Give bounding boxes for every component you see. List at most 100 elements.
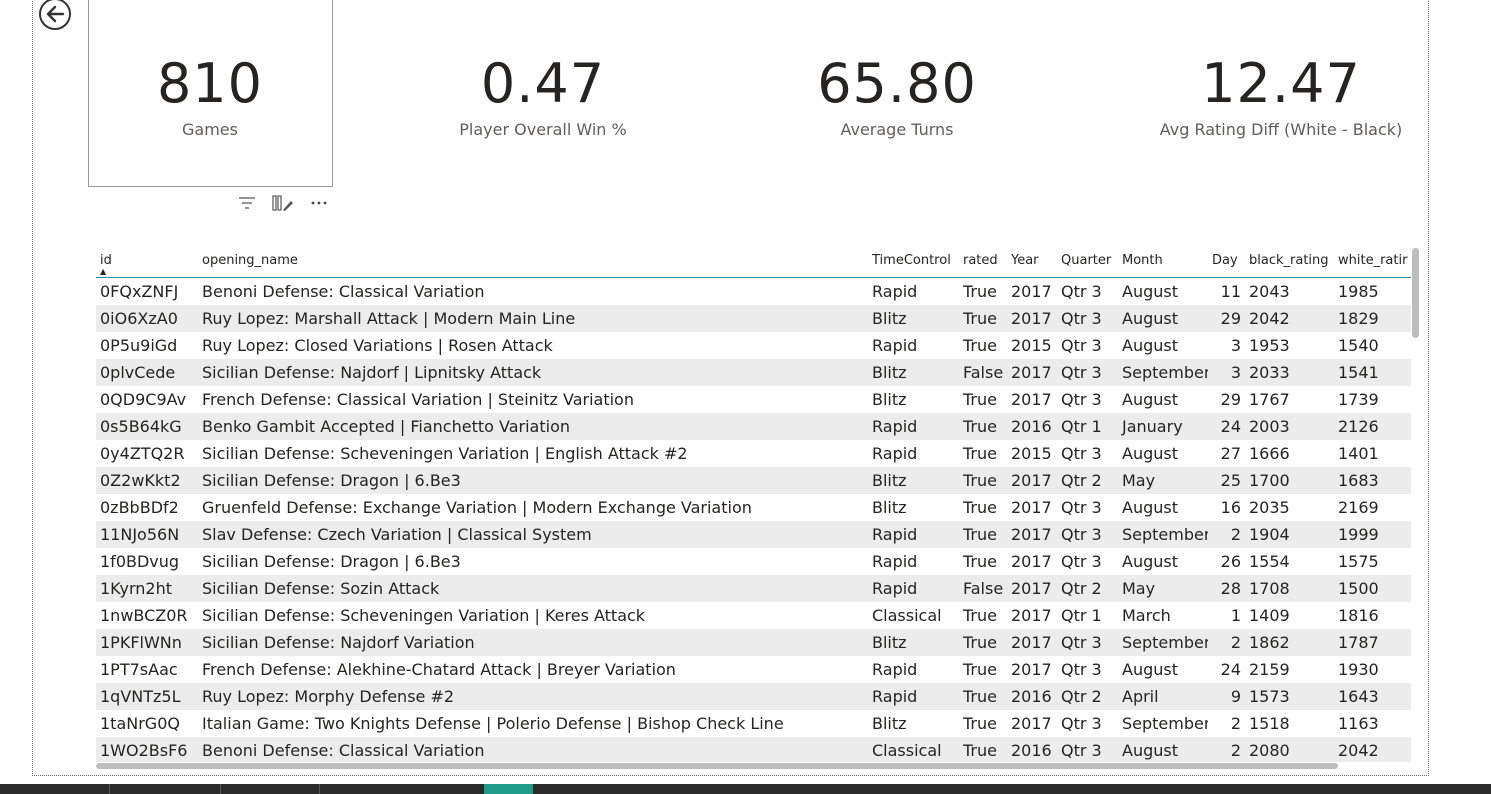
- back-arrow-icon: [39, 0, 71, 30]
- table-cell: September: [1122, 714, 1208, 733]
- table-cell: 2043: [1249, 282, 1290, 301]
- column-header-id[interactable]: id ▲: [96, 244, 198, 278]
- table-cell: August: [1118, 737, 1208, 762]
- taskbar-segment[interactable]: [110, 784, 221, 794]
- table-cell: 2169: [1338, 498, 1379, 517]
- table-cell: True: [959, 467, 1007, 494]
- back-button[interactable]: [39, 0, 71, 30]
- column-header-white-rating[interactable]: white_ratir: [1334, 244, 1411, 278]
- filter-button[interactable]: [236, 192, 258, 214]
- kpi-card-avg-turns: 65.80 Average Turns: [777, 52, 1017, 140]
- table-row[interactable]: 1nwBCZ0R Sicilian Defense: Scheveningen V…: [96, 602, 1411, 629]
- table-cell: Benoni Defense: Classical Variation: [202, 282, 485, 301]
- table-row[interactable]: 0P5u9iGd Ruy Lopez: Closed Variations | R…: [96, 332, 1411, 359]
- table-cell: 0Z2wKkt2: [96, 467, 198, 494]
- table-cell: 2016: [1007, 737, 1057, 762]
- taskbar-active-page[interactable]: [484, 784, 533, 794]
- table-cell: 1taNrG0Q: [100, 714, 180, 733]
- table-cell: Sicilian Defense: Dragon | 6.Be3: [198, 467, 868, 494]
- column-header-timecontrol[interactable]: TimeControl: [868, 244, 959, 278]
- table-cell: 2033: [1245, 359, 1334, 386]
- table-cell: True: [963, 282, 997, 301]
- table-cell: 1409: [1249, 606, 1290, 625]
- table-row[interactable]: 0iO6XzA0 Ruy Lopez: Marshall Attack | Mod…: [96, 305, 1411, 332]
- column-header-opening-name[interactable]: opening_name: [198, 244, 868, 278]
- table-row[interactable]: 11NJo56N Slav Defense: Czech Variation | …: [96, 521, 1411, 548]
- table-cell: 1f0BDvug: [100, 552, 180, 571]
- table-cell: 28: [1208, 575, 1245, 602]
- column-header-day[interactable]: Day: [1208, 244, 1245, 278]
- focus-mode-button[interactable]: [272, 192, 294, 214]
- table-row[interactable]: 1Kyrn2ht Sicilian Defense: Sozin Attack Ra…: [96, 575, 1411, 602]
- selected-card-frame[interactable]: [88, 0, 333, 187]
- table-cell: Rapid: [872, 282, 918, 301]
- table-cell: 24: [1208, 413, 1245, 440]
- table-cell: True: [963, 390, 997, 409]
- table-row[interactable]: 1f0BDvug Sicilian Defense: Dragon | 6.Be3…: [96, 548, 1411, 575]
- taskbar-segment[interactable]: [221, 784, 320, 794]
- table-cell: 2126: [1334, 413, 1411, 440]
- table-cell: Qtr 2: [1057, 467, 1118, 494]
- table-cell: 27: [1220, 444, 1241, 463]
- table-row[interactable]: 0plvCede Sicilian Defense: Najdorf | Lipn…: [96, 359, 1411, 386]
- horizontal-scrollbar[interactable]: [96, 763, 1338, 769]
- table-cell: False: [959, 359, 1007, 386]
- table-cell: Blitz: [868, 359, 959, 386]
- table-cell: 1500: [1334, 575, 1411, 602]
- column-header-month[interactable]: Month: [1118, 244, 1208, 278]
- table-row[interactable]: 0y4ZTQ2R Sicilian Defense: Scheveningen V…: [96, 440, 1411, 467]
- column-header-year[interactable]: Year: [1007, 244, 1057, 278]
- table-cell: 3: [1230, 336, 1241, 355]
- table-cell: True: [963, 444, 997, 463]
- more-options-button[interactable]: [308, 192, 330, 214]
- table-row[interactable]: 0FQxZNFJ Benoni Defense: Classical Variat…: [96, 278, 1411, 306]
- column-header-quarter[interactable]: Quarter: [1057, 244, 1118, 278]
- table-cell: 1739: [1338, 390, 1379, 409]
- table-row[interactable]: 1PKFlWNn Sicilian Defense: Najdorf Variat…: [96, 629, 1411, 656]
- table-row[interactable]: 0QD9C9Av French Defense: Classical Variat…: [96, 386, 1411, 413]
- table-cell: True: [963, 498, 997, 517]
- table-cell: 1554: [1249, 552, 1290, 571]
- kpi-label: Player Overall Win %: [459, 120, 627, 139]
- table-cell: 2: [1230, 714, 1241, 733]
- table-cell: 2017: [1007, 305, 1057, 332]
- table-cell: 1nwBCZ0R: [100, 606, 188, 625]
- taskbar-segment[interactable]: [0, 784, 110, 794]
- table-cell: 25: [1208, 467, 1245, 494]
- kpi-card-games: 810 Games: [110, 52, 310, 140]
- table-cell: Qtr 3: [1057, 737, 1118, 762]
- table-cell: Rapid: [872, 444, 918, 463]
- table-cell: French Defense: Alekhine-Chatard Attack …: [202, 660, 676, 679]
- table-cell: Qtr 3: [1061, 282, 1102, 301]
- table-row[interactable]: 1WO2BsF6 Benoni Defense: Classical Variat…: [96, 737, 1411, 762]
- vertical-scrollbar[interactable]: [1412, 248, 1419, 338]
- table-cell: 2017: [1007, 359, 1057, 386]
- table-cell: 2: [1208, 629, 1245, 656]
- column-header-rated[interactable]: rated: [959, 244, 1007, 278]
- table-row[interactable]: 0zBbBDf2 Gruenfeld Defense: Exchange Vari…: [96, 494, 1411, 521]
- table-cell: Sicilian Defense: Scheveningen Variation…: [202, 444, 688, 463]
- table-cell: 1PKFlWNn: [96, 629, 198, 656]
- table-cell: Qtr 3: [1057, 521, 1118, 548]
- more-options-icon: [311, 201, 327, 205]
- table-row[interactable]: 1taNrG0Q Italian Game: Two Knights Defens…: [96, 710, 1411, 737]
- table-cell: August: [1122, 336, 1178, 355]
- games-table[interactable]: id ▲ opening_name TimeControl rated Year …: [96, 244, 1411, 762]
- table-row[interactable]: 1qVNTz5L Ruy Lopez: Morphy Defense #2 Rapi…: [96, 683, 1411, 710]
- table-cell: Ruy Lopez: Closed Variations | Rosen Att…: [202, 336, 553, 355]
- table-row[interactable]: 1PT7sAac French Defense: Alekhine-Chatard…: [96, 656, 1411, 683]
- table-cell: Gruenfeld Defense: Exchange Variation | …: [202, 498, 752, 517]
- table-cell: 1573: [1245, 683, 1334, 710]
- table-cell: 2: [1208, 737, 1245, 762]
- visual-header-toolbar: [236, 191, 330, 215]
- table-cell: Blitz: [868, 629, 959, 656]
- column-header-black-rating[interactable]: black_rating: [1245, 244, 1334, 278]
- table-cell: 0QD9C9Av: [100, 390, 187, 409]
- table-cell: August: [1122, 444, 1178, 463]
- table-cell: 2017: [1011, 390, 1052, 409]
- table-cell: 2017: [1007, 575, 1057, 602]
- table-cell: 1518: [1249, 714, 1290, 733]
- table-row[interactable]: 0Z2wKkt2 Sicilian Defense: Dragon | 6.Be3…: [96, 467, 1411, 494]
- table-cell: True: [959, 305, 1007, 332]
- table-row[interactable]: 0s5B64kG Benko Gambit Accepted | Fianchet…: [96, 413, 1411, 440]
